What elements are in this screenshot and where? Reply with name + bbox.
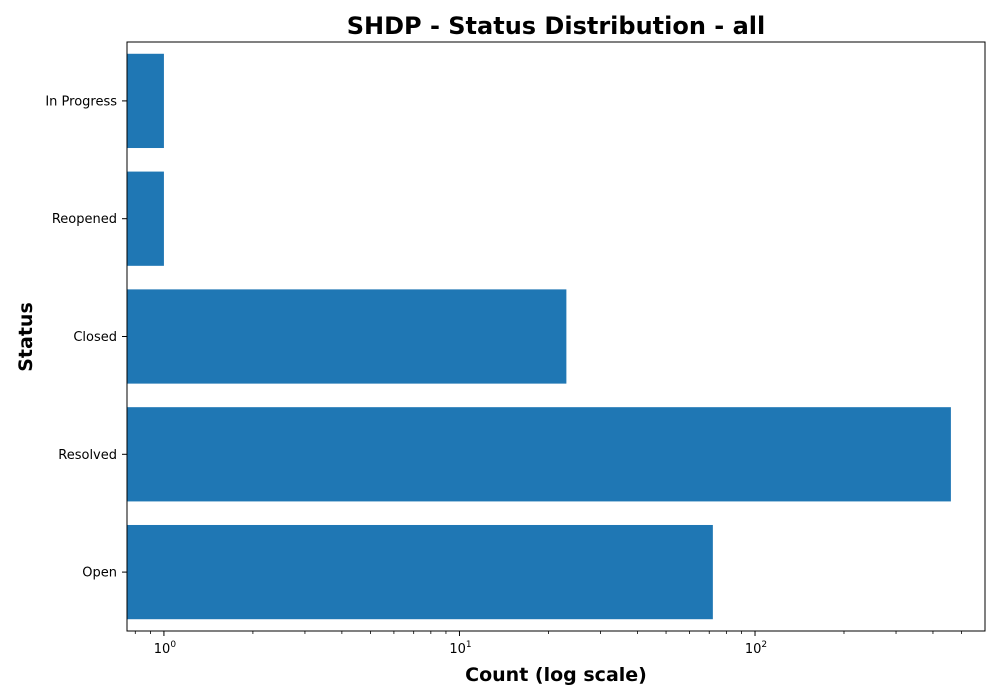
x-axis-ticks: 100 101 102 [134, 631, 962, 657]
bar-reopened [127, 171, 164, 266]
y-tick-label: Open [82, 566, 117, 581]
y-tick-label: Closed [73, 330, 117, 345]
bar-resolved [127, 407, 951, 502]
y-axis-label: Status [15, 302, 37, 372]
y-tick-label: In Progress [45, 94, 117, 109]
x-tick-base: 10 [449, 642, 466, 657]
x-axis-label: Count (log scale) [465, 664, 647, 686]
plot-frame [126, 41, 986, 632]
x-tick-exponent: 1 [466, 640, 472, 650]
bars-group [127, 53, 951, 620]
y-axis-ticks: Open Resolved Closed Reopened In Progress [45, 94, 127, 581]
x-tick-base: 10 [745, 642, 762, 657]
bar-open [127, 524, 713, 620]
x-tick-exponent: 2 [761, 640, 767, 650]
x-tick-label: 102 [745, 640, 767, 657]
x-tick-exponent: 0 [170, 640, 176, 650]
chart-title: SHDP - Status Distribution - all [347, 12, 766, 40]
y-tick-label: Reopened [52, 212, 117, 227]
x-tick-label: 101 [449, 640, 471, 657]
x-tick-label: 100 [154, 640, 177, 657]
bar-closed [127, 289, 567, 384]
x-tick-base: 10 [154, 642, 171, 657]
bar-in-progress [127, 53, 164, 149]
y-tick-label: Resolved [58, 448, 117, 463]
